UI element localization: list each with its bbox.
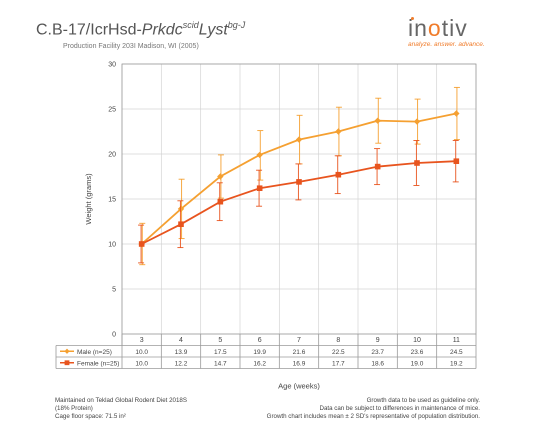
- legend-entry: Female (n=25): [77, 360, 119, 367]
- footer-disclaimer: Growth data to be used as guideline only…: [267, 397, 480, 421]
- x-tick-label: 10: [413, 337, 421, 344]
- logo-word-end: tiv: [441, 15, 468, 41]
- female-point: [414, 160, 420, 166]
- footer-diet-notes: Maintained on Teklad Global Rodent Diet …: [55, 397, 187, 421]
- footer-right-line: Data can be subject to differences in ma…: [319, 405, 480, 412]
- title-sup-scid: scid: [182, 20, 199, 30]
- title-prefix: C.B-17/IcrHsd-: [36, 21, 142, 39]
- data-label: 17.7: [332, 360, 345, 367]
- x-tick-label: 5: [218, 337, 222, 344]
- data-label: 18.6: [371, 360, 384, 367]
- data-label: 22.5: [332, 349, 345, 356]
- footer-left-line: Cage floor space: 71.5 in²: [55, 413, 126, 420]
- data-label: 19.2: [450, 360, 463, 367]
- chart-title: C.B-17/IcrHsd-PrkdcscidLystbg-J: [36, 20, 245, 39]
- female-point: [138, 241, 145, 247]
- data-label: 16.9: [293, 360, 306, 367]
- female-point: [178, 221, 184, 227]
- legend-entry: Male (n=25): [77, 349, 112, 356]
- data-label: 17.5: [214, 349, 227, 356]
- male-point: [413, 118, 421, 125]
- data-label: 19.0: [411, 360, 424, 367]
- y-tick-label: 10: [108, 242, 116, 249]
- x-tick-label: 7: [297, 337, 301, 344]
- male-point: [453, 110, 460, 117]
- data-label: 21.6: [293, 349, 306, 356]
- y-tick-label: 20: [108, 152, 116, 159]
- data-label: 13.9: [175, 349, 188, 356]
- y-tick-label: 0: [112, 332, 116, 339]
- footer-right-line: Growth data to be used as guideline only…: [366, 397, 480, 404]
- female-point: [296, 179, 302, 185]
- data-label: 16.2: [253, 360, 266, 367]
- data-label: 23.6: [411, 349, 424, 356]
- male-point: [374, 117, 381, 124]
- y-tick-label: 15: [108, 197, 116, 204]
- title-gene-prkdc: Prkdc: [141, 21, 183, 39]
- data-label: 10.0: [135, 349, 148, 356]
- female-point: [453, 158, 460, 164]
- chart-subtitle: Production Facility 203I Madison, WI (20…: [63, 43, 199, 50]
- male-point: [177, 205, 185, 213]
- female-point: [256, 185, 263, 191]
- x-axis-label: Age (weeks): [278, 382, 320, 391]
- legend-marker-female: [64, 360, 70, 366]
- y-tick-label: 25: [108, 107, 116, 114]
- x-tick-label: 8: [336, 337, 340, 344]
- footer-left-line: Maintained on Teklad Global Rodent Diet …: [55, 397, 187, 404]
- female-point: [335, 171, 342, 178]
- data-label: 12.2: [175, 360, 188, 367]
- male-point: [256, 151, 263, 159]
- logo-word-start: in: [408, 15, 428, 41]
- female-point: [374, 163, 381, 170]
- logo-word-o: o: [427, 15, 442, 41]
- female-point: [217, 198, 224, 205]
- x-tick-label: 4: [179, 337, 183, 344]
- footer-right-line: Growth chart includes mean ± 2 SD's repr…: [266, 413, 480, 420]
- data-label: 14.7: [214, 360, 227, 367]
- y-tick-label: 5: [112, 287, 116, 294]
- data-label: 10.0: [135, 360, 148, 367]
- male-point: [295, 136, 303, 143]
- series-line-male: [141, 112, 457, 245]
- data-label: 24.5: [450, 349, 463, 356]
- data-label: 19.9: [253, 349, 266, 356]
- logo-tagline: analyze. answer. advance.: [408, 41, 485, 48]
- plot-border: [121, 63, 477, 335]
- data-label: 23.7: [371, 349, 384, 356]
- y-axis-label: Weight (grams): [84, 173, 93, 225]
- title-sup-bgj: bg-J: [227, 20, 246, 30]
- x-tick-label: 6: [258, 337, 262, 344]
- x-tick-label: 11: [453, 337, 460, 344]
- logo-wordmark: inotiv: [408, 16, 483, 40]
- footer-left-line: (18% Protein): [55, 405, 93, 412]
- title-gene-lyst: Lyst: [198, 21, 228, 39]
- male-point: [335, 128, 342, 135]
- inotiv-logo: inotiv analyze. answer. advance.: [408, 16, 485, 48]
- x-tick-label: 3: [140, 337, 144, 344]
- y-tick-label: 30: [108, 62, 116, 69]
- male-point: [217, 173, 224, 180]
- logo-dot-icon: [411, 17, 414, 20]
- x-tick-label: 9: [376, 337, 380, 344]
- legend-marker-male: [64, 348, 70, 354]
